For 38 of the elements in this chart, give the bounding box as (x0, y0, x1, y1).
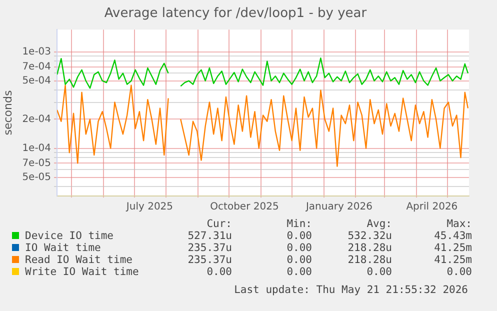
text: Avg: (366, 218, 392, 230)
text: 41.25m (433, 242, 472, 254)
text: 527.31u (186, 230, 232, 242)
chart-title: Average latency for /dev/loop1 - by year (104, 6, 368, 22)
text: Cur: (206, 218, 232, 230)
text: 235.37u (186, 242, 232, 254)
text: 218.28u (346, 242, 392, 254)
text: 0.00 (366, 266, 392, 278)
y-tick-label: 2e-04 (22, 114, 52, 125)
y-tick-label: 7e-04 (22, 61, 52, 72)
text: 41.25m (433, 254, 472, 266)
y-tick-label: 5e-04 (22, 75, 52, 86)
y-tick-label: 5e-05 (22, 172, 52, 183)
y-tick-label: 1e-03 (22, 46, 52, 58)
text: 218.28u (346, 254, 392, 266)
x-tick-label: July 2025 (125, 202, 174, 213)
x-tick-label: October 2025 (210, 202, 279, 213)
text: 0.00 (446, 266, 472, 278)
x-tick-label: January 2026 (304, 202, 373, 213)
legend-label: Write IO Wait time (24, 266, 140, 278)
text: 0.00 (286, 242, 312, 254)
text: 0.00 (286, 230, 312, 242)
legend-label: Read IO Wait time (24, 254, 134, 266)
x-tick-label: April 2026 (406, 202, 458, 213)
text: Max: (446, 218, 472, 230)
legend-label: IO Wait time (24, 242, 102, 254)
y-tick-label: 1e-04 (22, 142, 52, 154)
text: 235.37u (186, 254, 232, 266)
text: Last update: Thu May 21 21:55:32 2026 (234, 284, 468, 296)
y-tick-label: 7e-05 (22, 158, 52, 169)
text: 45.43m (433, 230, 472, 242)
y-axis-title: seconds (1, 90, 14, 136)
text: 0.00 (286, 254, 312, 266)
text: 0.00 (206, 266, 232, 278)
legend-label: Device IO time (24, 230, 115, 242)
text: 532.32u (346, 230, 392, 242)
text: Min: (286, 218, 312, 230)
text: 0.00 (286, 266, 312, 278)
